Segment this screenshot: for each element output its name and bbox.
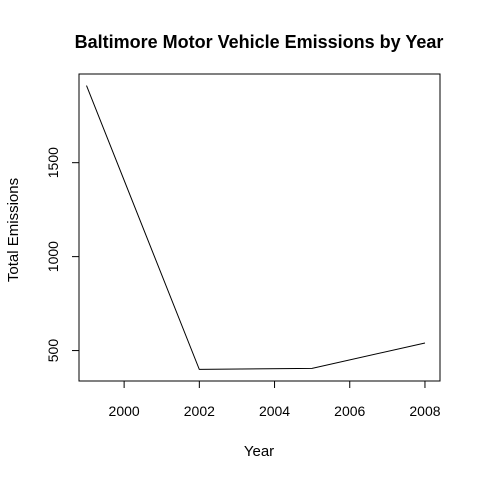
y-axis-label: Total Emissions [5,178,22,282]
x-axis: 2000 2002 2004 2006 2008 [109,380,441,419]
series-line [86,85,426,370]
series-group [86,85,426,370]
y-tick-label: 500 [45,339,61,363]
x-tick-label: 2004 [259,403,290,419]
plot-area [78,73,441,382]
y-axis: 500 1000 1500 [45,147,80,363]
y-tick-label: 1000 [45,241,61,272]
x-tick-label: 2006 [334,403,365,419]
x-axis-label: Year [244,443,274,460]
x-tick-label: 2000 [109,403,140,419]
x-tick-label: 2008 [409,403,440,419]
y-tick-label: 1500 [45,147,61,178]
x-tick-label: 2002 [184,403,215,419]
chart-title: Baltimore Motor Vehicle Emissions by Yea… [75,32,444,52]
